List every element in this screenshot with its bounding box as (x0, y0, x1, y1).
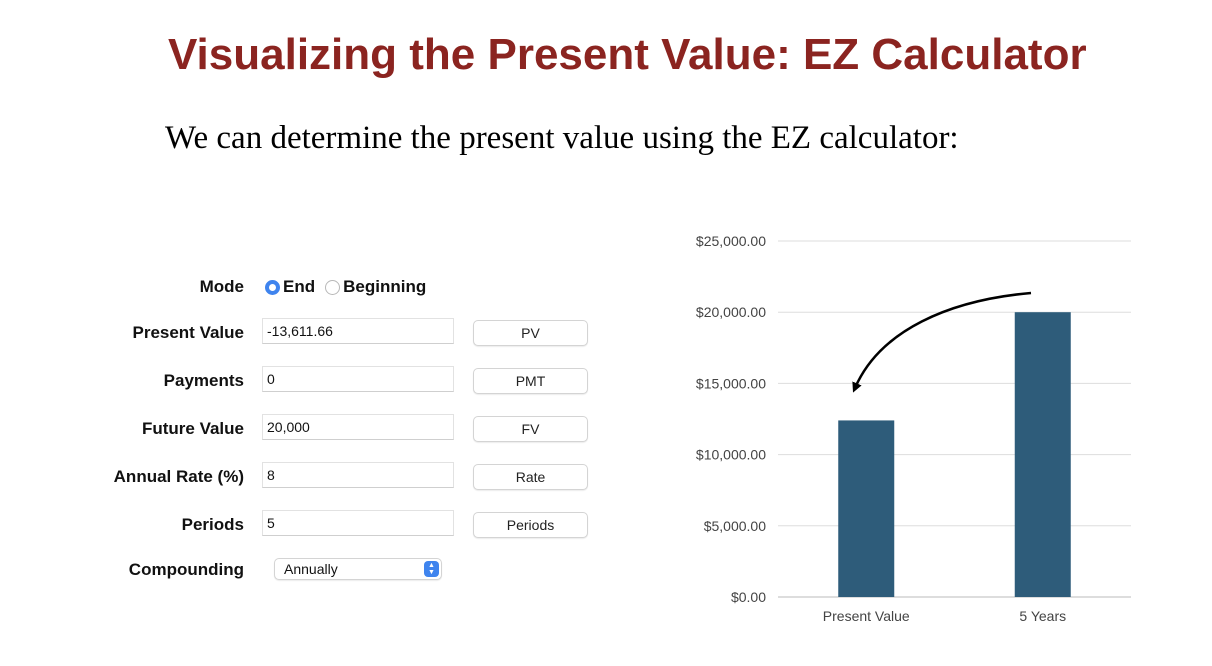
slide-subtitle: We can determine the present value using… (165, 120, 959, 156)
annual-rate-input[interactable] (262, 462, 454, 488)
pv-button[interactable]: PV (473, 320, 588, 346)
payments-input[interactable] (262, 366, 454, 392)
pmt-button[interactable]: PMT (473, 368, 588, 394)
slide-title: Visualizing the Present Value: EZ Calcul… (168, 30, 1087, 79)
y-tick-label: $15,000.00 (696, 375, 766, 391)
mode-beginning-radio[interactable] (325, 279, 341, 295)
payments-label: Payments (163, 371, 244, 390)
future-value-label: Future Value (141, 419, 244, 438)
mode-label: Mode (199, 277, 244, 296)
y-tick-label: $10,000.00 (696, 447, 766, 463)
future-value-input[interactable] (262, 414, 454, 440)
present-value-label: Present Value (132, 323, 244, 342)
bar-5-years (1014, 312, 1071, 597)
fv-button[interactable]: FV (473, 416, 588, 442)
compounding-select[interactable]: Annually ▲ ▼ (274, 558, 442, 580)
compounding-label: Compounding (128, 560, 244, 579)
rate-button[interactable]: Rate (473, 464, 588, 490)
mode-end-label[interactable]: End (283, 277, 316, 296)
compounding-selected-value: Annually (284, 561, 338, 577)
mode-beginning-label[interactable]: Beginning (343, 277, 427, 296)
bar-present-value (838, 420, 895, 597)
present-value-input[interactable] (262, 318, 454, 344)
mode-end-radio[interactable] (265, 279, 280, 295)
mode-radio-group: End Beginning (265, 276, 426, 298)
y-tick-label: $25,000.00 (696, 233, 766, 249)
y-tick-label: $20,000.00 (696, 304, 766, 320)
y-tick-label: $0.00 (731, 589, 766, 605)
annual-rate-label: Annual Rate (%) (113, 467, 244, 486)
periods-input[interactable] (262, 510, 454, 536)
chevron-up-down-icon: ▲ ▼ (424, 561, 439, 577)
periods-button[interactable]: Periods (473, 512, 588, 538)
x-tick-label: Present Value (823, 608, 910, 624)
annotation-arrow (852, 291, 1032, 393)
x-tick-label: 5 Years (1019, 608, 1066, 624)
y-tick-label: $5,000.00 (704, 518, 766, 534)
periods-label: Periods (181, 515, 244, 534)
